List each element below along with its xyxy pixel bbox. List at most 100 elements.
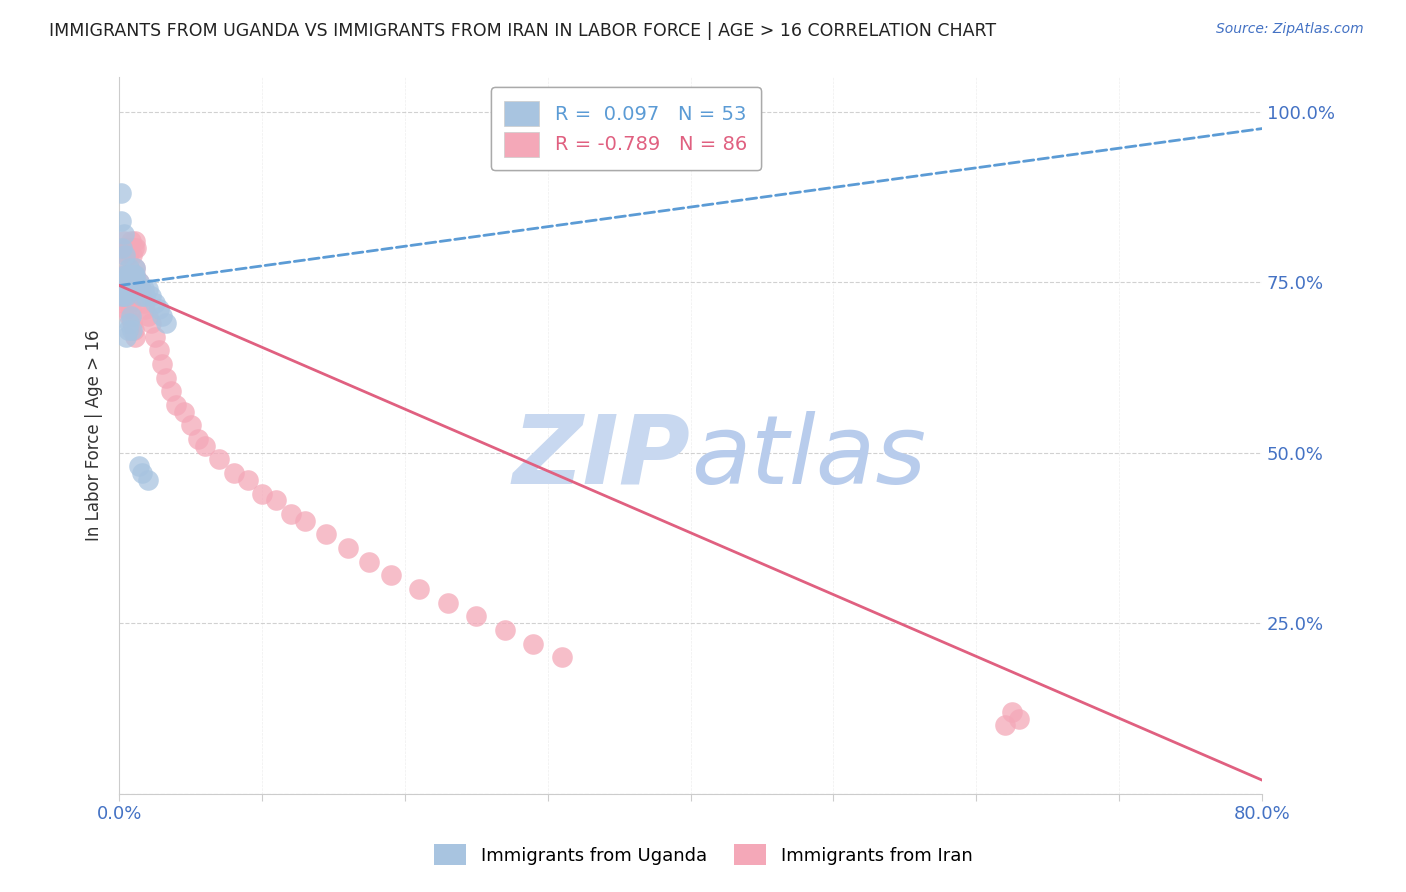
Legend: Immigrants from Uganda, Immigrants from Iran: Immigrants from Uganda, Immigrants from … — [425, 835, 981, 874]
Point — [294, 514, 316, 528]
Point — [222, 466, 245, 480]
Point — [136, 473, 159, 487]
Point — [150, 357, 173, 371]
Point — [115, 302, 138, 317]
Point — [129, 282, 152, 296]
Point — [129, 282, 152, 296]
Point — [111, 275, 134, 289]
Point — [117, 248, 139, 262]
Point — [121, 323, 143, 337]
Point — [110, 186, 132, 201]
Point — [115, 282, 138, 296]
Point — [120, 234, 142, 248]
Point — [315, 527, 337, 541]
Point — [114, 268, 136, 283]
Point — [124, 268, 146, 283]
Point — [110, 282, 132, 296]
Point — [134, 289, 156, 303]
Point — [115, 275, 138, 289]
Point — [111, 241, 134, 255]
Point — [115, 241, 138, 255]
Point — [125, 241, 148, 255]
Point — [125, 275, 148, 289]
Text: Source: ZipAtlas.com: Source: ZipAtlas.com — [1216, 22, 1364, 37]
Point — [124, 261, 146, 276]
Point — [155, 316, 177, 330]
Point — [127, 282, 149, 296]
Point — [117, 295, 139, 310]
Point — [150, 309, 173, 323]
Point — [111, 275, 134, 289]
Point — [111, 241, 134, 255]
Point — [118, 261, 141, 276]
Point — [1008, 712, 1031, 726]
Point — [131, 289, 153, 303]
Point — [118, 316, 141, 330]
Point — [114, 282, 136, 296]
Point — [122, 275, 145, 289]
Point — [114, 248, 136, 262]
Point — [110, 282, 132, 296]
Point — [120, 309, 142, 323]
Point — [134, 302, 156, 317]
Point — [236, 473, 259, 487]
Point — [115, 289, 138, 303]
Y-axis label: In Labor Force | Age > 16: In Labor Force | Age > 16 — [86, 330, 103, 541]
Point — [165, 398, 187, 412]
Point — [114, 275, 136, 289]
Point — [131, 289, 153, 303]
Point — [115, 282, 138, 296]
Point — [266, 493, 288, 508]
Point — [112, 289, 135, 303]
Point — [114, 275, 136, 289]
Point — [110, 289, 132, 303]
Point — [121, 316, 143, 330]
Point — [118, 275, 141, 289]
Point — [336, 541, 359, 555]
Point — [250, 486, 273, 500]
Point — [124, 261, 146, 276]
Point — [143, 295, 166, 310]
Point — [465, 609, 488, 624]
Point — [139, 289, 162, 303]
Point — [121, 268, 143, 283]
Point — [121, 268, 143, 283]
Point — [114, 268, 136, 283]
Point — [127, 282, 149, 296]
Point — [139, 316, 162, 330]
Point — [122, 275, 145, 289]
Point — [117, 268, 139, 283]
Point — [208, 452, 231, 467]
Point — [128, 275, 150, 289]
Text: IMMIGRANTS FROM UGANDA VS IMMIGRANTS FROM IRAN IN LABOR FORCE | AGE > 16 CORRELA: IMMIGRANTS FROM UGANDA VS IMMIGRANTS FRO… — [49, 22, 997, 40]
Point — [114, 282, 136, 296]
Point — [115, 329, 138, 343]
Point — [128, 459, 150, 474]
Point — [115, 289, 138, 303]
Point — [114, 289, 136, 303]
Point — [194, 439, 217, 453]
Point — [120, 268, 142, 283]
Point — [121, 275, 143, 289]
Point — [180, 418, 202, 433]
Point — [155, 370, 177, 384]
Point — [117, 275, 139, 289]
Point — [159, 384, 181, 399]
Point — [122, 323, 145, 337]
Point — [112, 234, 135, 248]
Point — [117, 282, 139, 296]
Point — [112, 289, 135, 303]
Point — [114, 248, 136, 262]
Point — [118, 275, 141, 289]
Point — [111, 282, 134, 296]
Point — [132, 295, 155, 310]
Point — [408, 582, 430, 596]
Point — [148, 302, 170, 317]
Point — [132, 282, 155, 296]
Point — [522, 637, 544, 651]
Point — [124, 234, 146, 248]
Point — [118, 309, 141, 323]
Point — [994, 718, 1017, 732]
Point — [124, 268, 146, 283]
Point — [124, 329, 146, 343]
